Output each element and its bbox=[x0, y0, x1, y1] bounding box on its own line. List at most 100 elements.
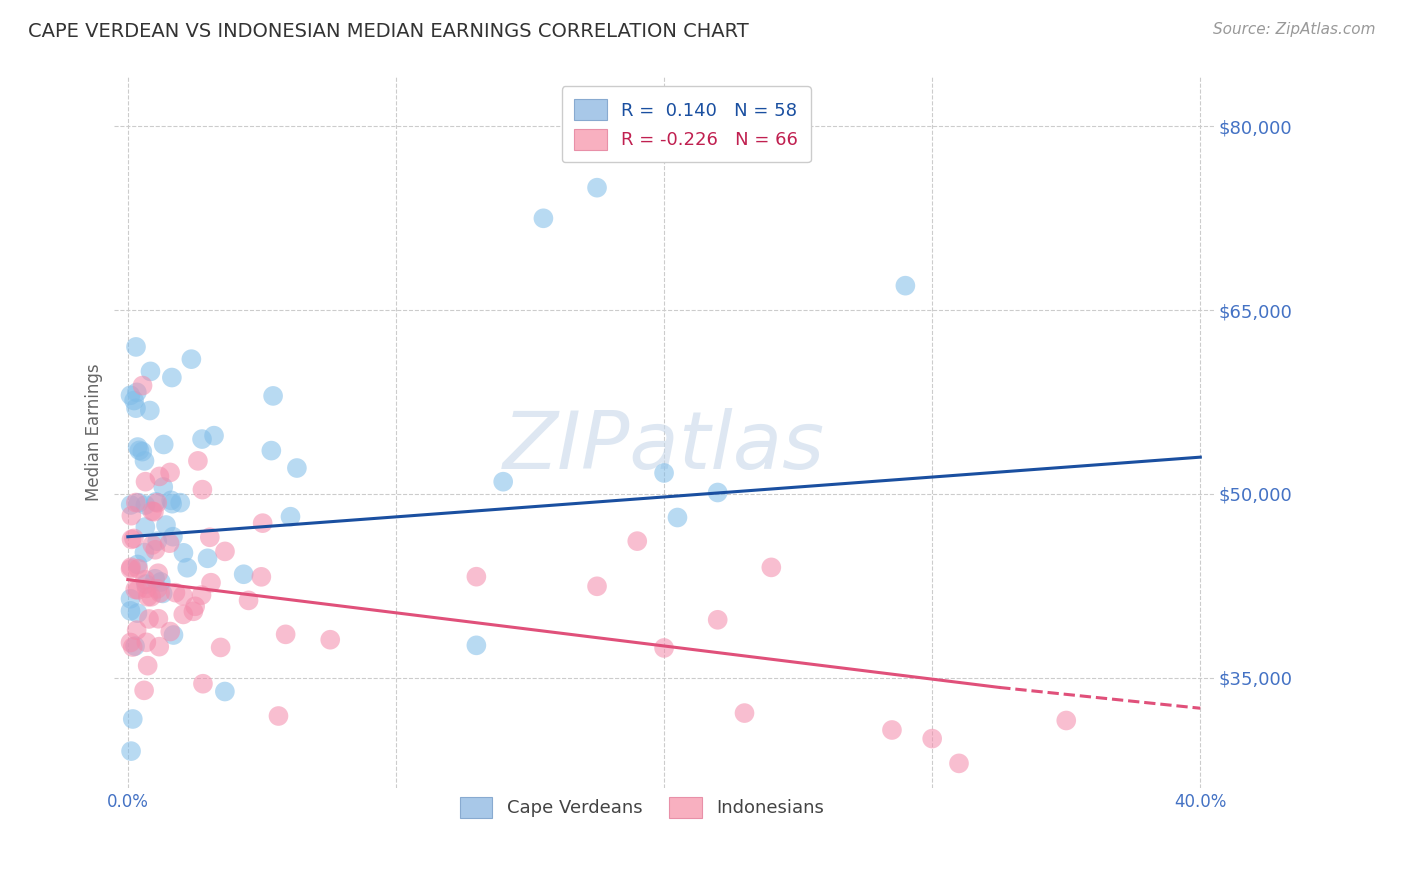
Point bbox=[160, 370, 183, 384]
Point bbox=[209, 640, 232, 655]
Point bbox=[197, 551, 219, 566]
Point bbox=[134, 520, 156, 534]
Point bbox=[141, 504, 163, 518]
Point bbox=[134, 498, 156, 512]
Point bbox=[127, 606, 149, 620]
Point bbox=[120, 508, 142, 523]
Point bbox=[183, 604, 205, 618]
Point bbox=[238, 593, 260, 607]
Point bbox=[149, 586, 172, 600]
Point bbox=[267, 709, 290, 723]
Point bbox=[124, 639, 146, 653]
Point bbox=[121, 533, 143, 547]
Point bbox=[136, 658, 159, 673]
Point bbox=[200, 575, 222, 590]
Point bbox=[146, 496, 169, 510]
Point bbox=[159, 536, 181, 550]
Point bbox=[121, 712, 143, 726]
Point bbox=[652, 640, 675, 655]
Point bbox=[120, 591, 142, 606]
Point bbox=[146, 582, 169, 596]
Point bbox=[120, 388, 142, 402]
Point bbox=[492, 475, 515, 489]
Point bbox=[155, 518, 177, 533]
Point bbox=[586, 180, 609, 194]
Point bbox=[162, 628, 184, 642]
Text: Source: ZipAtlas.com: Source: ZipAtlas.com bbox=[1212, 22, 1375, 37]
Point bbox=[145, 495, 167, 509]
Point bbox=[280, 509, 302, 524]
Y-axis label: Median Earnings: Median Earnings bbox=[86, 364, 103, 501]
Point bbox=[120, 498, 142, 512]
Point bbox=[666, 510, 689, 524]
Point bbox=[285, 461, 308, 475]
Point bbox=[706, 485, 728, 500]
Point bbox=[120, 604, 142, 618]
Text: ZIPatlas: ZIPatlas bbox=[503, 408, 825, 486]
Point bbox=[214, 544, 236, 558]
Point bbox=[172, 589, 194, 603]
Point bbox=[274, 627, 297, 641]
Point bbox=[120, 562, 142, 576]
Point bbox=[202, 428, 225, 442]
Point bbox=[152, 437, 174, 451]
Point bbox=[176, 560, 198, 574]
Point bbox=[120, 635, 142, 649]
Point bbox=[232, 567, 254, 582]
Point bbox=[148, 640, 170, 654]
Point bbox=[260, 443, 283, 458]
Point bbox=[149, 574, 172, 589]
Point bbox=[143, 572, 166, 586]
Point bbox=[948, 756, 970, 771]
Legend: Cape Verdeans, Indonesians: Cape Verdeans, Indonesians bbox=[453, 789, 831, 825]
Point bbox=[127, 562, 149, 576]
Point bbox=[165, 585, 187, 599]
Point bbox=[143, 542, 166, 557]
Point bbox=[531, 211, 554, 226]
Point bbox=[465, 638, 488, 652]
Point bbox=[626, 534, 648, 549]
Point bbox=[136, 590, 159, 604]
Point bbox=[127, 558, 149, 572]
Point bbox=[127, 582, 149, 597]
Point bbox=[135, 577, 157, 591]
Point bbox=[252, 516, 274, 530]
Point bbox=[127, 440, 149, 454]
Point bbox=[125, 340, 148, 354]
Point bbox=[198, 530, 221, 544]
Point bbox=[134, 454, 156, 468]
Point bbox=[160, 497, 183, 511]
Point bbox=[184, 599, 207, 614]
Point bbox=[921, 731, 943, 746]
Point bbox=[190, 588, 212, 602]
Point bbox=[734, 706, 756, 720]
Point bbox=[148, 469, 170, 483]
Point bbox=[139, 364, 162, 378]
Point bbox=[152, 480, 174, 494]
Point bbox=[128, 496, 150, 510]
Point bbox=[761, 560, 783, 574]
Point bbox=[141, 538, 163, 552]
Point bbox=[319, 632, 342, 647]
Point bbox=[172, 607, 194, 622]
Point bbox=[142, 505, 165, 519]
Point bbox=[146, 534, 169, 549]
Point bbox=[191, 432, 214, 446]
Point bbox=[132, 683, 155, 698]
Point bbox=[131, 378, 153, 392]
Point bbox=[121, 640, 143, 654]
Point bbox=[706, 613, 728, 627]
Point bbox=[138, 612, 160, 626]
Point bbox=[135, 635, 157, 649]
Point bbox=[180, 352, 202, 367]
Point bbox=[146, 566, 169, 581]
Point bbox=[134, 573, 156, 587]
Point bbox=[191, 483, 214, 497]
Point bbox=[159, 466, 181, 480]
Point bbox=[124, 582, 146, 597]
Point bbox=[134, 545, 156, 559]
Text: CAPE VERDEAN VS INDONESIAN MEDIAN EARNINGS CORRELATION CHART: CAPE VERDEAN VS INDONESIAN MEDIAN EARNIN… bbox=[28, 22, 749, 41]
Point bbox=[141, 590, 163, 604]
Point bbox=[120, 744, 142, 758]
Point bbox=[135, 582, 157, 596]
